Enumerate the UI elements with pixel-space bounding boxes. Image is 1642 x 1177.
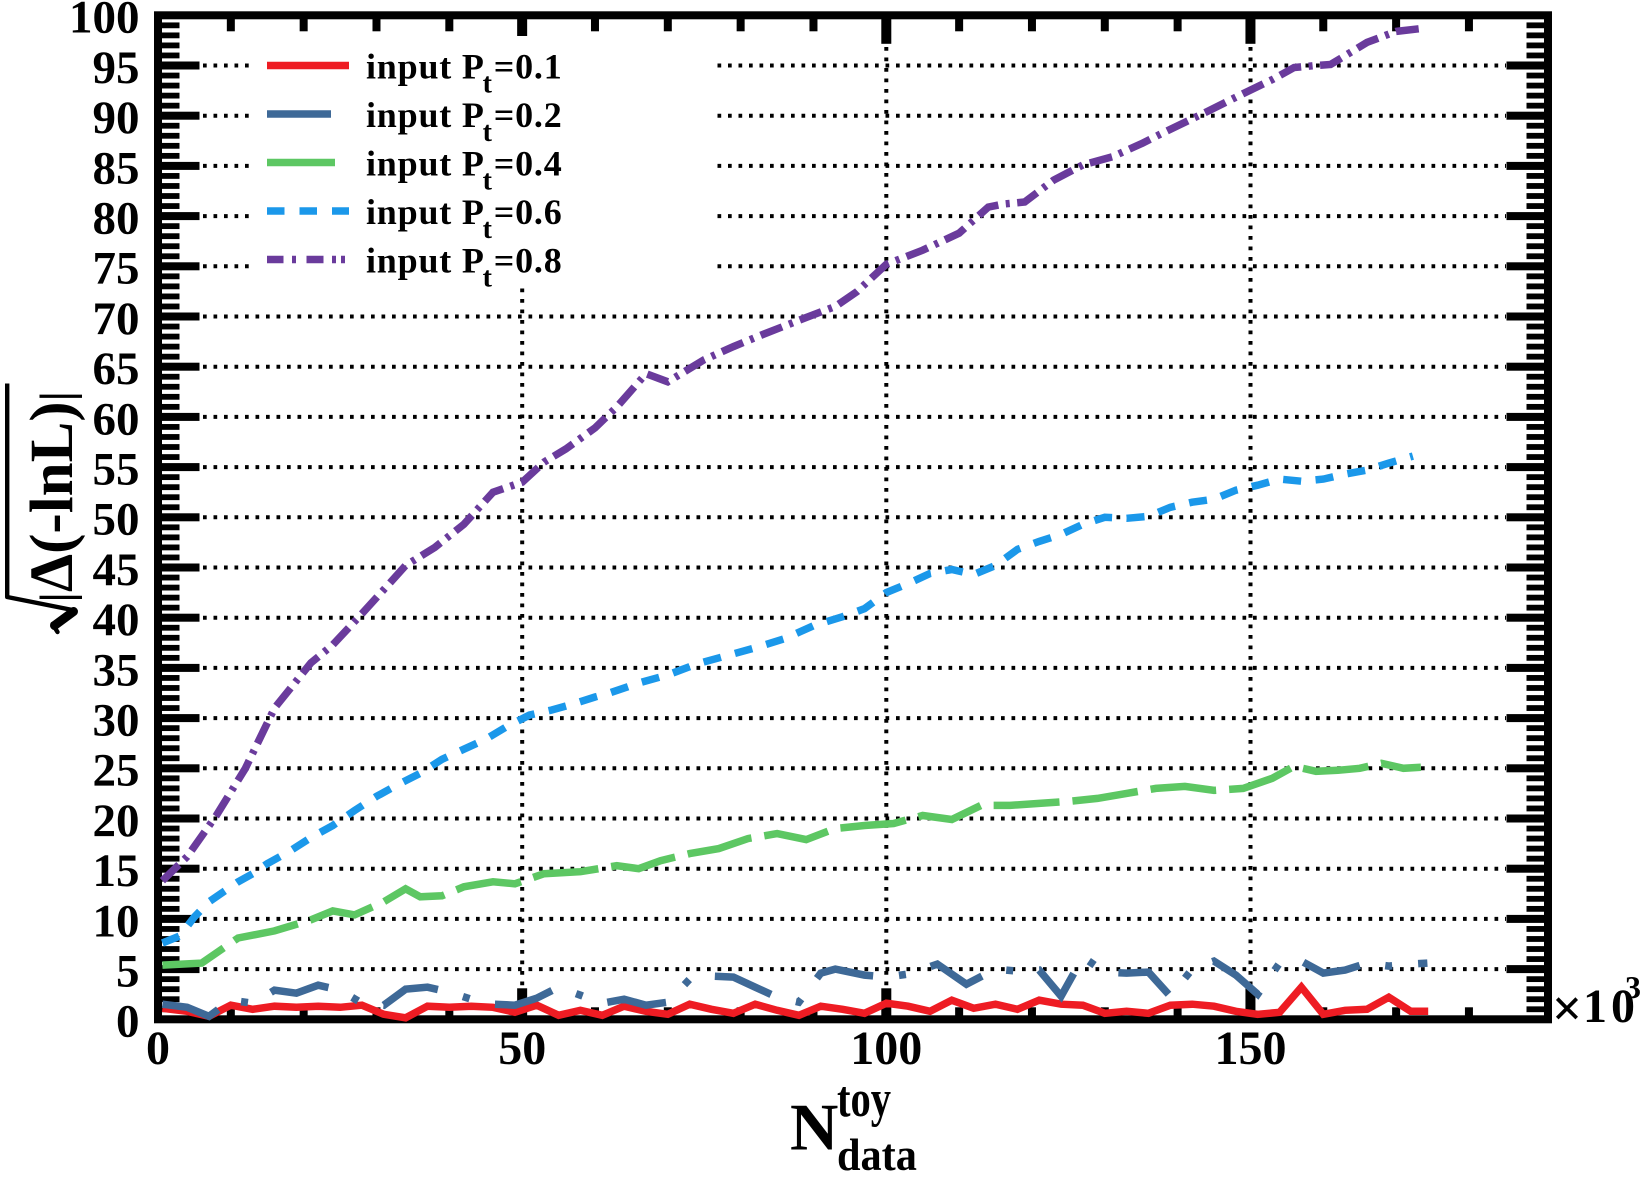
svg-text:data: data (837, 1129, 917, 1172)
svg-text:30: 30 (93, 695, 140, 747)
svg-text:|Δ(-lnL)|: |Δ(-lnL)| (19, 391, 86, 602)
svg-text:45: 45 (93, 544, 140, 596)
svg-text:40: 40 (93, 594, 140, 646)
svg-text:3: 3 (1625, 969, 1641, 1005)
svg-text:0: 0 (116, 996, 140, 1048)
svg-text:35: 35 (93, 644, 140, 696)
svg-text:70: 70 (93, 293, 140, 345)
svg-text:N: N (790, 1091, 838, 1165)
svg-text:95: 95 (93, 42, 140, 94)
svg-text:50: 50 (93, 494, 140, 546)
svg-text:15: 15 (93, 845, 140, 897)
svg-text:20: 20 (93, 795, 140, 847)
svg-text:65: 65 (93, 343, 140, 395)
svg-text:150: 150 (1215, 1022, 1287, 1075)
svg-text:25: 25 (93, 745, 140, 797)
svg-text:10: 10 (1583, 980, 1639, 1033)
svg-text:75: 75 (93, 243, 140, 295)
svg-text:100: 100 (850, 1022, 922, 1075)
svg-text:50: 50 (498, 1022, 546, 1075)
svg-text:100: 100 (69, 0, 140, 44)
svg-text:10: 10 (93, 895, 140, 947)
svg-text:85: 85 (93, 142, 140, 194)
svg-text:55: 55 (93, 444, 140, 496)
svg-text:80: 80 (93, 193, 140, 245)
svg-text:90: 90 (93, 92, 140, 144)
svg-text:60: 60 (93, 393, 140, 445)
svg-text:×: × (1552, 980, 1582, 1038)
svg-text:toy: toy (837, 1070, 891, 1128)
svg-text:0: 0 (146, 1022, 170, 1075)
svg-text:5: 5 (116, 946, 140, 998)
